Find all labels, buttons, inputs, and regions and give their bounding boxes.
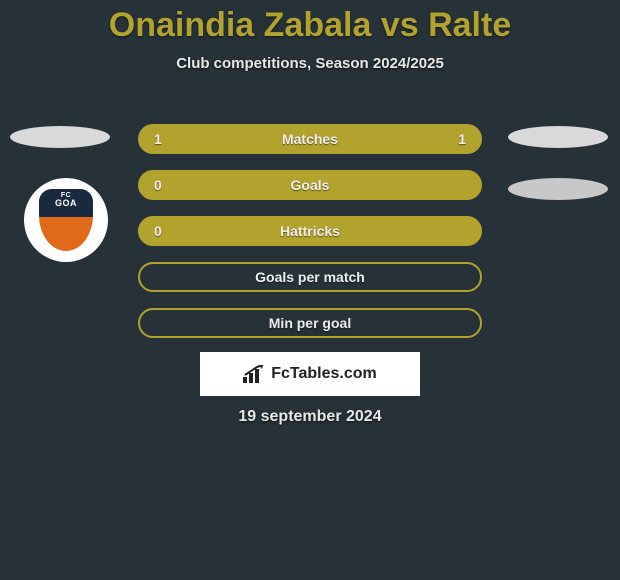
bar-chart-icon	[243, 365, 265, 383]
page-subtitle: Club competitions, Season 2024/2025	[0, 55, 620, 72]
club-shield-text: FC GOA	[39, 192, 93, 208]
club-logo-left: FC GOA	[24, 178, 108, 262]
player-avatar-right-placeholder	[508, 126, 608, 148]
stat-label: Min per goal	[140, 315, 480, 331]
stat-row-matches: 1 Matches 1	[138, 124, 482, 154]
stat-right-value: 1	[452, 131, 466, 147]
club-name-bottom: GOA	[55, 198, 77, 208]
fctables-logo-text: FcTables.com	[271, 365, 377, 383]
stat-row-hattricks: 0 Hattricks	[138, 216, 482, 246]
club-right-placeholder	[508, 178, 608, 200]
stat-left-value: 0	[154, 223, 168, 239]
stat-row-goals: 0 Goals	[138, 170, 482, 200]
page-title: Onaindia Zabala vs Ralte	[0, 0, 620, 45]
stats-panel: 1 Matches 1 0 Goals 0 Hattricks Goals pe…	[138, 124, 482, 354]
fctables-logo[interactable]: FcTables.com	[200, 352, 420, 396]
stat-label: Hattricks	[140, 223, 480, 239]
club-shield-icon: FC GOA	[39, 189, 93, 251]
stat-row-min-per-goal: Min per goal	[138, 308, 482, 338]
player-avatar-left-placeholder	[10, 126, 110, 148]
stat-label: Matches	[140, 131, 480, 147]
stat-row-goals-per-match: Goals per match	[138, 262, 482, 292]
stat-left-value: 1	[154, 131, 168, 147]
stat-left-value: 0	[154, 177, 168, 193]
stat-label: Goals	[140, 177, 480, 193]
date-text: 19 september 2024	[0, 408, 620, 426]
stat-label: Goals per match	[140, 269, 480, 285]
